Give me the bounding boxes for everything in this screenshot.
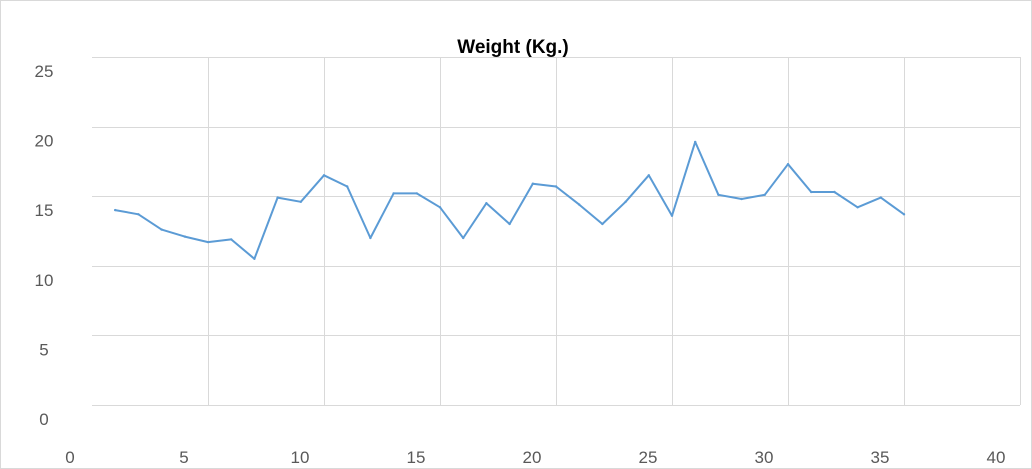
x-tick-label-15: 15 [407, 448, 426, 467]
data-point-20 [554, 185, 558, 188]
data-point-34 [879, 196, 882, 199]
x-tick-label-40: 40 [987, 448, 1006, 467]
data-point-32 [833, 190, 836, 194]
data-point-7 [253, 257, 256, 260]
x-axis-tick-labels: 0 5 10 15 20 25 30 35 40 [65, 448, 1005, 467]
data-point-30 [786, 163, 790, 166]
x-tick-label-25: 25 [639, 448, 658, 467]
data-point-2 [137, 213, 140, 216]
gridlines [92, 57, 1021, 406]
data-point-23 [624, 200, 627, 203]
x-tick-label-35: 35 [871, 448, 890, 467]
y-tick-label-10: 10 [35, 271, 54, 290]
data-point-19 [531, 182, 534, 185]
y-tick-label-15: 15 [35, 201, 54, 220]
data-point-26 [694, 140, 697, 144]
series-layer [114, 140, 906, 260]
chart-title: Weight (Kg.) [457, 37, 569, 58]
data-point-4 [183, 235, 186, 238]
x-tick-label-10: 10 [291, 448, 310, 467]
data-point-11 [346, 185, 349, 188]
data-point-35 [902, 213, 906, 216]
x-tick-label-20: 20 [523, 448, 542, 467]
data-point-18 [508, 222, 511, 226]
data-point-12 [369, 236, 372, 240]
data-point-8 [276, 196, 279, 199]
data-point-17 [485, 202, 488, 205]
data-point-13 [392, 192, 395, 195]
y-tick-label-0: 0 [39, 410, 48, 429]
data-point-31 [810, 190, 813, 194]
data-point-15 [438, 206, 442, 209]
data-point-22 [601, 222, 604, 226]
data-point-9 [299, 200, 302, 203]
data-point-27 [717, 193, 720, 196]
data-point-16 [462, 236, 465, 240]
data-point-1 [114, 208, 117, 212]
data-point-14 [415, 192, 418, 195]
data-point-3 [160, 228, 163, 231]
y-tick-label-25: 25 [35, 62, 54, 81]
data-point-33 [856, 206, 859, 209]
data-point-25 [670, 214, 674, 217]
y-axis-tick-labels: 0 5 10 15 20 25 [35, 62, 54, 429]
data-point-21 [578, 203, 581, 206]
y-tick-label-5: 5 [39, 340, 48, 359]
data-point-6 [230, 238, 233, 241]
x-tick-label-30: 30 [755, 448, 774, 467]
data-point-10 [322, 174, 326, 177]
data-point-24 [647, 174, 650, 177]
data-point-5 [206, 240, 210, 244]
x-tick-label-0: 0 [65, 448, 74, 467]
data-point-29 [763, 193, 766, 196]
data-point-28 [740, 197, 743, 201]
x-tick-label-5: 5 [179, 448, 188, 467]
y-tick-label-20: 20 [35, 132, 54, 151]
